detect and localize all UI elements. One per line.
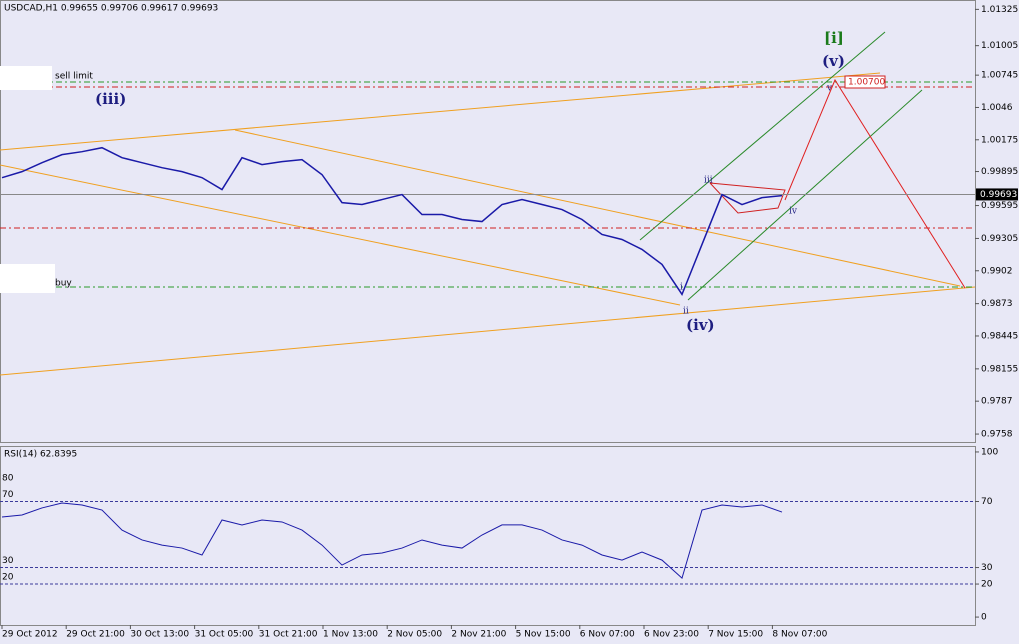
y-tick-label: 20 — [2, 573, 14, 583]
drawings — [0, 31, 976, 376]
annotation: 1.00700 — [848, 78, 885, 88]
x-tick-label: 31 Oct 05:00 — [195, 630, 254, 640]
price-panel — [0, 0, 976, 443]
y-tick-label: 1.00175 — [981, 135, 1018, 145]
y-tick-label: 30 — [981, 563, 993, 573]
y-tick-label: 1.0046 — [981, 103, 1013, 113]
y-tick-label: 1.01325 — [981, 5, 1018, 15]
y-tick-label: 0.98445 — [981, 331, 1018, 341]
x-tick-label: 5 Nov 15:00 — [516, 630, 571, 640]
y-tick-label: 20 — [981, 580, 993, 590]
label-box — [844, 75, 886, 89]
triangle — [709, 182, 786, 214]
rsi-panel — [0, 446, 976, 626]
x-tick-label: 6 Nov 07:00 — [580, 630, 635, 640]
y-tick-label: 1.00745 — [981, 71, 1018, 81]
y-tick-label: 70 — [981, 497, 993, 507]
wave-label: ii — [683, 307, 689, 317]
x-tick-label: 8 Nov 07:00 — [772, 630, 827, 640]
series-line — [1, 146, 783, 296]
y-tick-label: 80 — [2, 473, 14, 483]
trend-line — [0, 286, 976, 376]
wave-label: iii — [704, 176, 713, 186]
y-tick-label: 0.9787 — [981, 397, 1013, 407]
y-tick-label: 0.99305 — [981, 234, 1018, 244]
y-tick-label: 0 — [981, 613, 987, 623]
trend-line — [234, 129, 961, 287]
x-tick-label: 1 Nov 13:00 — [323, 630, 378, 640]
wave-label: (iii) — [95, 90, 126, 108]
annotation: buy — [55, 279, 72, 289]
label-box — [0, 264, 55, 293]
wave-label: iv — [789, 207, 798, 217]
price-label: 0.99693 — [980, 190, 1017, 200]
wave-label: (iv) — [686, 316, 715, 334]
y-tick-label: 0.98155 — [981, 364, 1018, 374]
y-tick-label: 100 — [981, 447, 998, 457]
label-box — [0, 66, 52, 90]
x-tick-label: 29 Oct 21:00 — [66, 630, 125, 640]
projection — [784, 78, 966, 289]
trend-line — [639, 31, 886, 241]
y-tick-label: 1.01005 — [981, 41, 1018, 51]
trend-line — [687, 89, 923, 301]
x-tick-label: 30 Oct 13:00 — [130, 630, 189, 640]
series-line — [1, 502, 783, 580]
y-tick-label: 30 — [2, 556, 14, 566]
x-tick-label: 6 Nov 23:00 — [644, 630, 699, 640]
y-tick-label: 0.9758 — [981, 430, 1013, 440]
y-tick-label: 0.99895 — [981, 167, 1018, 177]
y-tick-label: 0.9902 — [981, 266, 1013, 276]
y-tick-label: 0.99595 — [981, 201, 1018, 211]
rsi-title: RSI(14) 62.8395 — [4, 450, 77, 460]
y-tick-label: 70 — [2, 490, 14, 500]
y-tick-label: 0.9873 — [981, 299, 1013, 309]
wave-label: (v) — [822, 52, 845, 70]
price-box — [976, 188, 1018, 201]
wave-label: [i] — [824, 29, 844, 47]
trend-line — [0, 72, 881, 151]
x-tick-label: 31 Oct 21:00 — [259, 630, 318, 640]
x-tick-label: 2 Nov 21:00 — [451, 630, 506, 640]
x-tick-label: 7 Nov 15:00 — [708, 630, 763, 640]
chart-title: USDCAD,H1 0.99655 0.99706 0.99617 0.9969… — [4, 4, 218, 14]
x-tick-label: 29 Oct 2012 — [2, 630, 58, 640]
wave-label: i — [680, 283, 683, 293]
annotation: sell limit — [55, 72, 93, 82]
trend-line — [0, 164, 681, 306]
wave-label: v — [826, 84, 833, 94]
x-tick-label: 2 Nov 05:00 — [387, 630, 442, 640]
